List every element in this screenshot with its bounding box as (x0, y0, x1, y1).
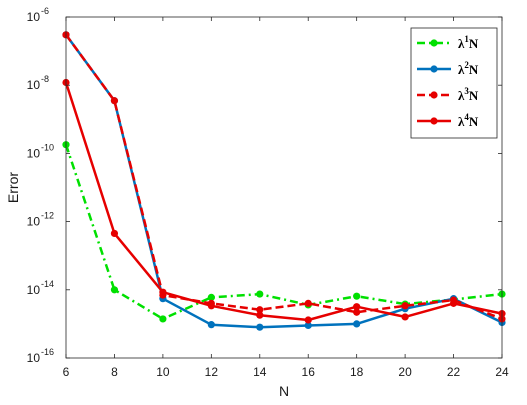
x-axis-label: N (279, 383, 289, 399)
legend-superscript: 3 (464, 86, 469, 96)
series-3-point (110, 97, 119, 105)
y-tick-exponent: -16 (41, 347, 54, 357)
y-axis-label: Error (5, 172, 21, 203)
series-3-point (401, 302, 409, 310)
legend-swatch-marker (430, 117, 438, 125)
ticks-layer: 6 8 10 12 14 16 18 20 22 2410-1610-1410-1210-1010… (27, 6, 509, 379)
legend-symbol: λ (458, 62, 465, 77)
y-tick-exponent: -10 (41, 142, 54, 152)
x-tick-label: 10 (156, 365, 170, 379)
x-tick-label: 16 (302, 365, 316, 379)
y-tick-label: 10 (27, 215, 41, 229)
series-2-point (304, 321, 312, 330)
y-tick-base: 10 (27, 283, 41, 297)
y-tick-label: 10 (27, 146, 41, 160)
x-tick-label: 14 (253, 365, 267, 379)
legend-symbol: λ (458, 88, 465, 103)
x-tick-label: 6 (63, 365, 70, 379)
series-4-point (304, 316, 312, 324)
y-tick-label: 10 (27, 283, 41, 297)
legend-superscript: 1 (464, 34, 469, 44)
legend-label: λ4N (458, 112, 479, 129)
legend-label: λ3N (458, 86, 479, 103)
y-tick-base: 10 (27, 351, 41, 365)
legend-superscript: 2 (464, 60, 469, 70)
series-4-point (207, 302, 215, 310)
legend-swatch-marker (430, 65, 438, 73)
legend-symbol: λ (458, 36, 465, 51)
series-2-point (207, 321, 215, 329)
series-4-point (159, 288, 167, 296)
series-1-point (353, 292, 361, 300)
series-2-point (353, 320, 361, 328)
series-1-point (207, 293, 215, 301)
y-tick-exponent: -14 (41, 279, 54, 289)
series-3-point (256, 306, 264, 314)
y-tick-base: 10 (27, 146, 41, 160)
y-tick-label: 10 (27, 78, 41, 92)
legend-suffix: N (469, 88, 479, 103)
series-3-line (64, 34, 503, 321)
y-tick-exponent: -12 (41, 211, 54, 221)
legend-label: λ1N (458, 34, 479, 51)
x-tick-label: 22 (447, 365, 461, 379)
legend-swatch-marker (430, 91, 438, 99)
series-1-point (256, 290, 264, 298)
legend-label: λ2N (458, 60, 479, 77)
x-tick-label: 24 (495, 365, 509, 379)
legend-symbol: λ (458, 114, 465, 129)
y-tick-base: 10 (27, 215, 41, 229)
y-tick-exponent: -8 (41, 74, 49, 84)
legend-item-4: λ4N (417, 112, 479, 129)
series-4-point (401, 313, 409, 321)
legend-suffix: N (469, 62, 479, 77)
y-tick-base: 10 (27, 78, 41, 92)
legend-box (410, 27, 498, 139)
series-1-point (159, 315, 167, 323)
series-4-point (449, 299, 458, 307)
series-3-point (353, 308, 361, 316)
series-3 (62, 31, 506, 323)
y-tick-label: 10 (27, 10, 41, 24)
legend-item-2: λ2N (417, 60, 479, 77)
legend-item-1: λ1N (417, 34, 479, 51)
legend-swatch-marker (430, 39, 438, 47)
x-tick-label: 8 (111, 365, 118, 379)
plot-frame (65, 16, 503, 359)
series-2-point (256, 323, 264, 331)
legend-suffix: N (469, 114, 479, 129)
series-4 (62, 78, 506, 324)
x-tick-label: 18 (350, 365, 364, 379)
series-4-line (64, 82, 503, 322)
series-4-point (353, 303, 361, 311)
legend-item-3: λ3N (417, 86, 479, 103)
y-tick-base: 10 (27, 10, 41, 24)
series-layer (62, 31, 506, 331)
y-tick-exponent: -6 (41, 6, 49, 16)
y-tick-label: 10 (27, 351, 41, 365)
legend-suffix: N (469, 36, 479, 51)
legend-superscript: 4 (464, 112, 469, 122)
series-1-point (110, 286, 119, 294)
series-1-line (64, 144, 503, 321)
series-3-point (304, 299, 312, 307)
series-4-point (256, 311, 264, 319)
x-tick-label: 12 (205, 365, 219, 379)
series-4-point (110, 229, 119, 238)
x-tick-label: 20 (398, 365, 412, 379)
